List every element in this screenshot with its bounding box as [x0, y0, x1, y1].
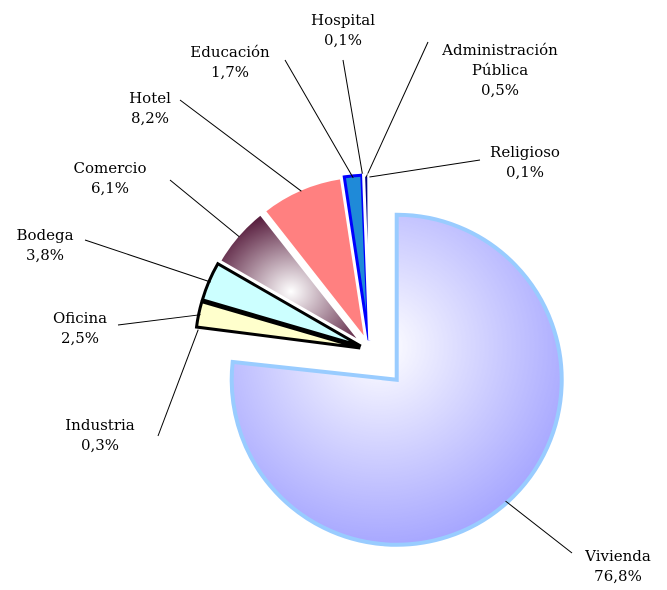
slice-value: 0,1%: [323, 31, 363, 49]
leader-line: [179, 99, 302, 192]
leader-line: [284, 59, 354, 179]
leader-line: [117, 314, 201, 326]
slice-name: Comercio: [73, 159, 147, 177]
leader-line: [169, 179, 240, 238]
slice-name: Hospital: [311, 11, 375, 29]
leader-line: [84, 239, 212, 283]
pie-slice: [262, 175, 369, 347]
slice-value: 0,1%: [505, 163, 545, 181]
slice-label: Vivienda 76,8%: [585, 546, 651, 586]
slice-name: Oficina: [52, 309, 108, 327]
slice-name: Vivienda: [585, 547, 651, 565]
slice-label: Educación 1,7%: [190, 42, 269, 82]
slice-name: Educación: [190, 43, 270, 61]
slice-value: 0,3%: [80, 436, 120, 454]
slice-value: 6,1%: [90, 179, 130, 197]
slice-label: Bodega 3,8%: [16, 225, 73, 265]
slice-name: Administración Pública: [442, 41, 558, 79]
leader-line: [157, 329, 199, 437]
slice-value: 3,8%: [25, 246, 65, 264]
slice-label: Administración Pública 0,5%: [430, 40, 570, 100]
leader-line: [369, 159, 481, 178]
pie-slice: [367, 173, 372, 341]
slice-label: Industria 0,3%: [65, 415, 135, 455]
slice-value: 1,7%: [210, 63, 250, 81]
leader-line: [505, 500, 573, 554]
slice-name: Bodega: [16, 226, 74, 244]
slice-label: Hospital 0,1%: [311, 10, 375, 50]
slice-name: Hotel: [129, 89, 171, 107]
slice-value: 2,5%: [60, 329, 100, 347]
slice-name: Industria: [65, 416, 135, 434]
slice-name: Religioso: [490, 143, 560, 161]
slice-label: Hotel 8,2%: [129, 88, 171, 128]
slice-value: 8,2%: [130, 109, 170, 127]
slice-value: 76,8%: [594, 567, 642, 585]
slice-label: Oficina 2,5%: [53, 308, 107, 348]
pie-slice: [194, 299, 361, 350]
slice-label: Comercio 6,1%: [73, 158, 146, 198]
leader-line: [342, 59, 364, 178]
slice-value: 0,5%: [480, 81, 520, 99]
leader-line: [365, 41, 429, 178]
slice-label: Religioso 0,1%: [490, 142, 560, 182]
